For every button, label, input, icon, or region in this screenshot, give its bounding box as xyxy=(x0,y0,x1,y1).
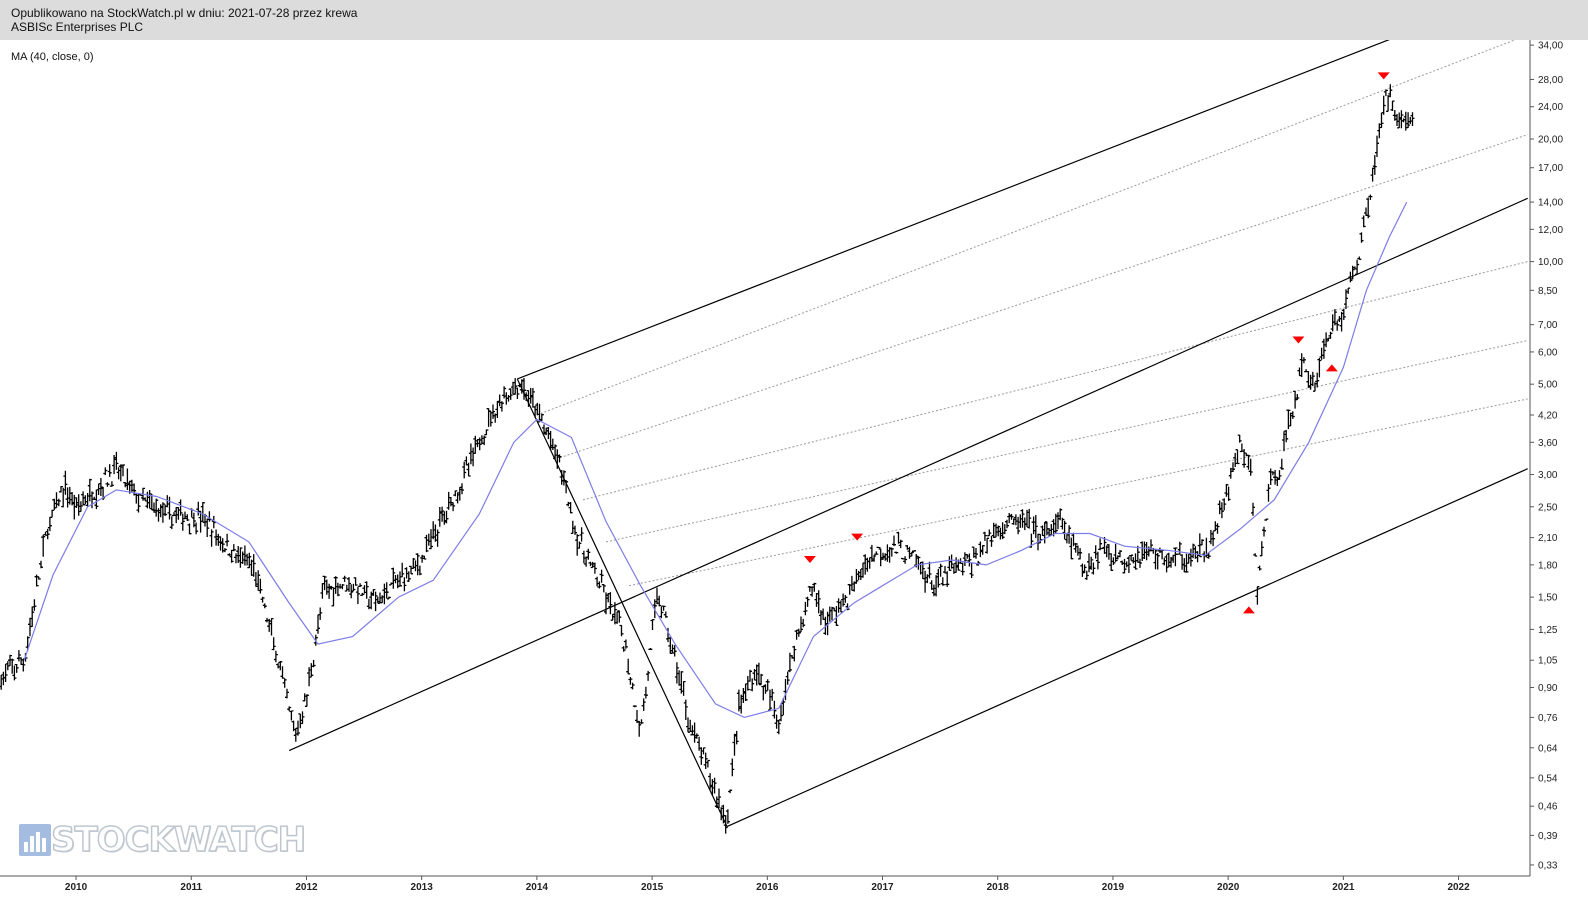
y-tick-label: 1,80 xyxy=(1538,560,1558,571)
y-tick-label: 5,00 xyxy=(1538,380,1558,391)
x-tick-label: 2013 xyxy=(411,882,434,893)
y-tick-label: 0,90 xyxy=(1538,683,1558,694)
y-tick-label: 1,25 xyxy=(1538,625,1558,636)
x-tick-label: 2011 xyxy=(180,882,202,893)
y-tick-label: 3,60 xyxy=(1538,438,1558,449)
y-tick-label: 24,00 xyxy=(1538,102,1563,113)
y-tick-label: 10,00 xyxy=(1538,257,1563,268)
y-tick-label: 4,20 xyxy=(1538,411,1558,422)
buy-marker-icon xyxy=(1325,364,1338,372)
x-tick-label: 2014 xyxy=(526,882,549,893)
trend-line xyxy=(726,468,1528,828)
x-tick-label: 2015 xyxy=(641,882,664,893)
y-tick-label: 0,64 xyxy=(1538,743,1558,754)
y-tick-label: 1,50 xyxy=(1538,593,1558,604)
trend-line xyxy=(288,197,1528,752)
fan-line xyxy=(559,134,1528,459)
sell-marker-icon xyxy=(1292,336,1305,344)
sell-marker-icon xyxy=(803,556,816,564)
y-tick-label: 17,00 xyxy=(1538,163,1563,174)
fan-line xyxy=(536,40,1517,416)
buy-marker-icon xyxy=(1242,606,1255,614)
instrument-name: ASBISc Enterprises PLC xyxy=(11,20,144,34)
trend-line xyxy=(516,378,728,827)
x-tick-label: 2016 xyxy=(756,882,779,893)
x-tick-label: 2021 xyxy=(1332,882,1355,893)
plot-area xyxy=(0,40,1528,834)
y-tick-label: 0,46 xyxy=(1538,802,1558,813)
x-tick-label: 2020 xyxy=(1217,882,1240,893)
y-tick-label: 7,00 xyxy=(1538,320,1558,331)
x-tick-label: 2022 xyxy=(1447,882,1470,893)
x-tick-label: 2012 xyxy=(295,882,318,893)
x-tick-label: 2019 xyxy=(1102,882,1125,893)
fan-line xyxy=(628,398,1528,587)
y-tick-label: 20,00 xyxy=(1538,134,1563,145)
fan-line xyxy=(582,261,1528,501)
y-tick-label: 3,00 xyxy=(1538,470,1558,481)
y-tick-label: 14,00 xyxy=(1538,198,1563,209)
y-tick-label: 34,00 xyxy=(1538,41,1563,52)
publication-info: Opublikowano na StockWatch.pl w dniu: 20… xyxy=(11,6,358,20)
x-tick-label: 2010 xyxy=(65,882,88,893)
price-bars xyxy=(0,84,1415,834)
bar-chart-logo-icon xyxy=(19,824,51,856)
x-tick-label: 2017 xyxy=(871,882,894,893)
sell-marker-icon xyxy=(851,533,864,541)
sell-marker-icon xyxy=(1377,72,1390,80)
chart-header: Opublikowano na StockWatch.pl w dniu: 20… xyxy=(0,0,1588,40)
trend-line xyxy=(517,40,1390,380)
y-tick-label: 0,39 xyxy=(1538,831,1558,842)
y-tick-label: 6,00 xyxy=(1538,347,1558,358)
y-tick-label: 2,10 xyxy=(1538,533,1558,544)
y-tick-label: 1,05 xyxy=(1538,656,1558,667)
watermark: STOCKWATCH xyxy=(19,819,307,861)
x-tick-label: 2018 xyxy=(987,882,1010,893)
y-tick-label: 0,76 xyxy=(1538,713,1558,724)
indicator-label: MA (40, close, 0) xyxy=(11,51,94,63)
y-tick-label: 12,00 xyxy=(1538,225,1563,236)
watermark-text: STOCKWATCH xyxy=(50,819,307,861)
y-tick-label: 28,00 xyxy=(1538,75,1563,86)
fan-line xyxy=(605,340,1528,543)
y-tick-label: 0,33 xyxy=(1538,860,1558,871)
y-tick-label: 2,50 xyxy=(1538,502,1558,513)
moving-average-line xyxy=(23,201,1408,719)
y-tick-label: 0,54 xyxy=(1538,773,1558,784)
y-tick-label: 8,50 xyxy=(1538,286,1558,297)
